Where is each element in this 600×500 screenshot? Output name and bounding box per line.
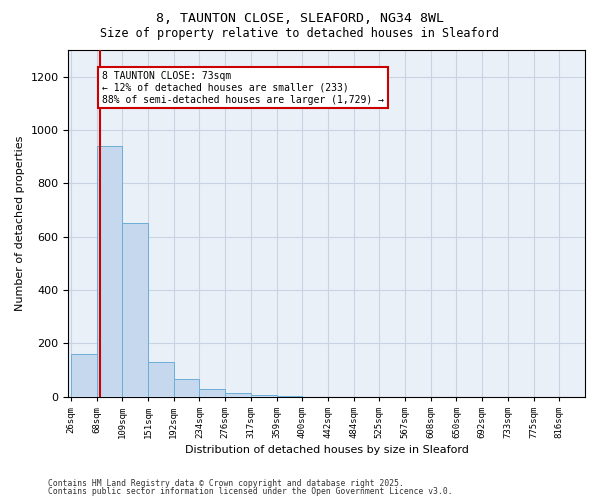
Bar [277,396,302,397]
Bar [251,396,277,397]
Y-axis label: Number of detached properties: Number of detached properties [15,136,25,311]
Text: 8, TAUNTON CLOSE, SLEAFORD, NG34 8WL: 8, TAUNTON CLOSE, SLEAFORD, NG34 8WL [156,12,444,26]
Bar [199,389,225,397]
Bar [148,362,174,397]
Bar [225,393,251,397]
Bar [174,380,199,397]
Text: Contains HM Land Registry data © Crown copyright and database right 2025.: Contains HM Land Registry data © Crown c… [48,478,404,488]
Bar [122,224,148,397]
Text: Size of property relative to detached houses in Sleaford: Size of property relative to detached ho… [101,28,499,40]
Text: 8 TAUNTON CLOSE: 73sqm
← 12% of detached houses are smaller (233)
88% of semi-de: 8 TAUNTON CLOSE: 73sqm ← 12% of detached… [103,72,385,104]
Bar [97,146,122,397]
Text: Contains public sector information licensed under the Open Government Licence v3: Contains public sector information licen… [48,487,452,496]
Bar [71,354,97,397]
X-axis label: Distribution of detached houses by size in Sleaford: Distribution of detached houses by size … [185,445,469,455]
